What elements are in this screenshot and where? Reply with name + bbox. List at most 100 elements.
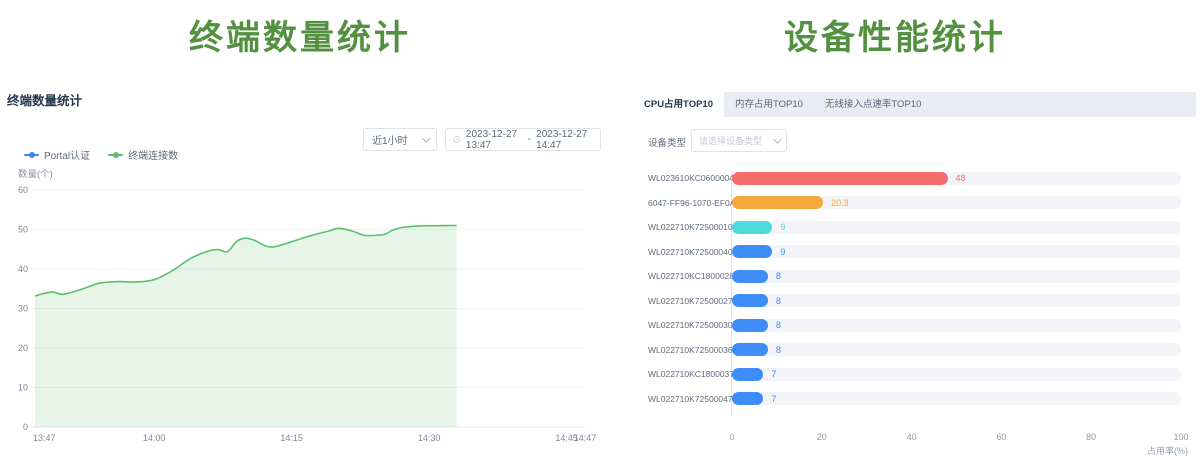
- svg-text:60: 60: [18, 185, 28, 195]
- legend-marker-icon: [108, 154, 123, 156]
- bar-row: WL022710K725000272 8: [648, 289, 1181, 314]
- bar-track: 48: [732, 172, 1181, 185]
- bar-fill[interactable]: [732, 294, 768, 307]
- bar-fill[interactable]: [732, 196, 823, 209]
- bar-fill[interactable]: [732, 319, 768, 332]
- device-type-select[interactable]: 请选择设备类型: [691, 129, 787, 152]
- bar-value: 8: [776, 271, 781, 281]
- x-axis-title: 占用率(%): [988, 444, 1188, 456]
- bar-chart-x-ticks: 020406080100: [648, 432, 1181, 444]
- left-section-title: 终端数量统计: [0, 10, 600, 59]
- chart-legend: Portal认证 终端连接数: [24, 147, 178, 162]
- device-name: WL022710K725000272: [648, 296, 724, 306]
- bar-track: 9: [732, 221, 1181, 234]
- bar-value: 48: [956, 173, 966, 183]
- tab-无线接入点速率TOP10[interactable]: 无线接入点速率TOP10: [814, 92, 932, 117]
- legend-label: Portal认证: [44, 147, 90, 162]
- dashboard: 终端数量统计 设备性能统计 终端数量统计 Portal认证终端连接数 近1小时 …: [0, 0, 1200, 456]
- device-name: WL022710K725000307: [648, 320, 724, 330]
- bar-row: WL022710KC18000280 8: [648, 264, 1181, 289]
- bar-track: 8: [732, 343, 1181, 356]
- clock-icon: [453, 134, 461, 145]
- bar-row: WL022710K725000102 9: [648, 215, 1181, 240]
- svg-text:14:47: 14:47: [574, 433, 597, 443]
- bar-value: 8: [776, 296, 781, 306]
- svg-text:10: 10: [18, 383, 28, 393]
- svg-text:30: 30: [18, 304, 28, 314]
- date-end: 2023-12-27 14:47: [536, 129, 593, 151]
- bar-fill[interactable]: [732, 343, 768, 356]
- y-axis-title: 数量(个): [18, 166, 53, 180]
- device-type-placeholder: 请选择设备类型: [699, 134, 762, 147]
- device-name: WL022710KC18000372: [648, 369, 724, 379]
- bar-fill[interactable]: [732, 392, 763, 405]
- bar-row: WL022710KC18000372 7: [648, 362, 1181, 387]
- bar-row: WL022710K725000307 8: [648, 313, 1181, 338]
- bar-row: WL023610KC06000043 48: [648, 166, 1181, 191]
- bar-row: WL022710K725000409 9: [648, 240, 1181, 265]
- bar-value: 7: [771, 394, 776, 404]
- bar-fill[interactable]: [732, 221, 772, 234]
- x-tick: 80: [1086, 432, 1096, 442]
- bar-track: 20.3: [732, 196, 1181, 209]
- cpu-top10-bar-chart: WL023610KC06000043 48 6047-FF96-1070-EF0A 2…: [648, 166, 1181, 411]
- svg-text:14:00: 14:00: [143, 433, 166, 443]
- device-name: WL022710K725000409: [648, 247, 724, 257]
- device-name: 6047-FF96-1070-EF0A: [648, 198, 724, 208]
- bar-row: WL022710K725000470 7: [648, 387, 1181, 412]
- legend-item[interactable]: 终端连接数: [108, 147, 178, 162]
- bar-value: 9: [780, 247, 785, 257]
- bar-value: 7: [771, 369, 776, 379]
- svg-text:0: 0: [23, 422, 28, 432]
- bar-value: 8: [776, 320, 781, 330]
- x-tick: 100: [1173, 432, 1188, 442]
- bar-track: 8: [732, 294, 1181, 307]
- time-range-value: 近1小时: [372, 132, 408, 147]
- chevron-down-icon: [422, 134, 430, 142]
- terminal-count-line-chart: 010203040506013:4714:0014:1514:3014:4514…: [0, 180, 600, 456]
- legend-marker-icon: [24, 154, 39, 156]
- svg-text:13:47: 13:47: [33, 433, 56, 443]
- time-range-select[interactable]: 近1小时: [363, 128, 437, 151]
- device-name: WL023610KC06000043: [648, 173, 724, 183]
- x-tick: 20: [817, 432, 827, 442]
- x-tick: 40: [907, 432, 917, 442]
- device-name: WL022710KC18000280: [648, 271, 724, 281]
- bar-value: 8: [776, 345, 781, 355]
- device-name: WL022710K725000102: [648, 222, 724, 232]
- svg-text:20: 20: [18, 343, 28, 353]
- bar-fill[interactable]: [732, 172, 948, 185]
- legend-item[interactable]: Portal认证: [24, 147, 90, 162]
- bar-fill[interactable]: [732, 245, 772, 258]
- x-tick: 0: [729, 432, 734, 442]
- bar-track: 8: [732, 319, 1181, 332]
- tab-CPU占用TOP10[interactable]: CPU占用TOP10: [633, 92, 724, 117]
- right-section-title: 设备性能统计: [600, 10, 1190, 59]
- bar-track: 9: [732, 245, 1181, 258]
- device-name: WL022710K725000470: [648, 394, 724, 404]
- x-tick: 60: [996, 432, 1006, 442]
- svg-text:50: 50: [18, 225, 28, 235]
- bar-track: 7: [732, 392, 1181, 405]
- chevron-down-icon: [773, 135, 781, 143]
- bar-row: 6047-FF96-1070-EF0A 20.3: [648, 191, 1181, 216]
- svg-text:14:15: 14:15: [280, 433, 303, 443]
- panel-title-terminal-count: 终端数量统计: [7, 90, 82, 109]
- bar-track: 8: [732, 270, 1181, 283]
- date-separator: -: [528, 134, 531, 145]
- tab-内存占用TOP10[interactable]: 内存占用TOP10: [724, 92, 814, 117]
- device-type-label: 设备类型: [648, 135, 686, 149]
- bar-track: 7: [732, 368, 1181, 381]
- svg-text:14:30: 14:30: [418, 433, 441, 443]
- date-start: 2023-12-27 13:47: [466, 129, 523, 151]
- bar-fill[interactable]: [732, 270, 768, 283]
- bar-value: 20.3: [831, 198, 849, 208]
- bar-value: 9: [780, 222, 785, 232]
- legend-label: 终端连接数: [128, 147, 178, 162]
- device-name: WL022710K725000369: [648, 345, 724, 355]
- date-range-picker[interactable]: 2023-12-27 13:47 - 2023-12-27 14:47: [445, 128, 601, 151]
- performance-tab-bar: CPU占用TOP10内存占用TOP10无线接入点速率TOP10: [633, 92, 1196, 117]
- svg-text:40: 40: [18, 264, 28, 274]
- bar-row: WL022710K725000369 8: [648, 338, 1181, 363]
- bar-fill[interactable]: [732, 368, 763, 381]
